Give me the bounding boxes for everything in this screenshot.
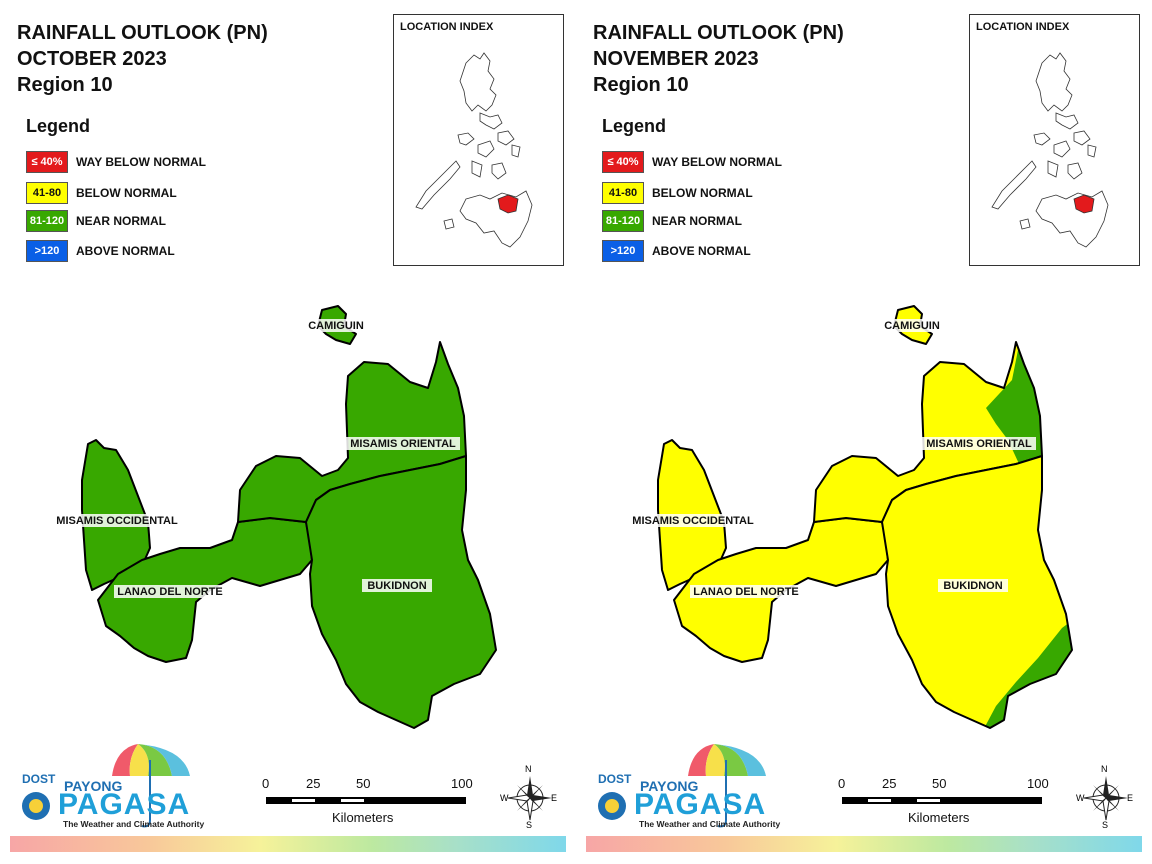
compass-n: N	[1101, 764, 1108, 774]
legend-label: BELOW NORMAL	[76, 186, 177, 200]
legend-title: Legend	[26, 116, 91, 136]
compass-icon	[507, 776, 552, 821]
location-index: LOCATION INDEX	[393, 14, 564, 266]
title-line-3: Region 10	[593, 74, 689, 96]
legend-swatch: ≤ 40%	[26, 151, 68, 173]
map-title: RAINFALL OUTLOOK (PN) NOVEMBER 2023 Regi…	[593, 20, 844, 98]
logo-tagline: The Weather and Climate Authority	[639, 819, 781, 829]
compass-e: E	[1127, 793, 1134, 803]
logo-dost: DOST	[598, 772, 632, 786]
bottom-color-band	[586, 836, 1142, 852]
logo-payong: PAYONG	[640, 778, 699, 794]
scale-bar: 0 25 50 100 Kilometers	[838, 776, 1058, 830]
location-index: LOCATION INDEX	[969, 14, 1140, 266]
compass-s: S	[1102, 820, 1109, 830]
title-line-1: RAINFALL OUTLOOK (PN)	[17, 22, 268, 44]
label-bukidnon: BUKIDNON	[943, 580, 1002, 592]
legend-label: WAY BELOW NORMAL	[76, 155, 207, 169]
region-10-highlight	[497, 194, 519, 214]
legend-swatch: >120	[26, 240, 68, 262]
legend-swatch: >120	[602, 240, 644, 262]
scale-tick: 25	[882, 776, 897, 791]
title-line-3: Region 10	[17, 74, 113, 96]
logo-pagasa: PAGASA	[58, 788, 191, 821]
legend-label: ABOVE NORMAL	[76, 244, 175, 258]
compass-e: E	[551, 793, 558, 803]
label-misamis-oriental: MISAMIS ORIENTAL	[926, 438, 1032, 450]
label-misamis-occidental: MISAMIS OCCIDENTAL	[632, 515, 754, 527]
scale-tick: 100	[451, 776, 473, 791]
compass-icon	[1083, 776, 1128, 821]
label-misamis-occidental: MISAMIS OCCIDENTAL	[56, 515, 178, 527]
scale-tick: 50	[356, 776, 371, 791]
legend-label: WAY BELOW NORMAL	[652, 155, 783, 169]
legend-label: ABOVE NORMAL	[652, 244, 751, 258]
compass-w: W	[500, 793, 509, 803]
scale-tick: 25	[306, 776, 321, 791]
compass-n: N	[525, 764, 532, 774]
pagasa-logo: DOST PAYONG PAGASA The Weather and Clima…	[592, 738, 782, 834]
index-title: LOCATION INDEX	[976, 21, 1070, 33]
label-bukidnon: BUKIDNON	[367, 580, 426, 592]
scale-tick: 100	[1027, 776, 1049, 791]
legend-swatch: ≤ 40%	[602, 151, 644, 173]
compass-rose: N S E W	[497, 764, 559, 830]
panel-october: RAINFALL OUTLOOK (PN) OCTOBER 2023 Regio…	[10, 14, 566, 852]
scale-bar-graphic	[842, 797, 1042, 804]
scale-bar-graphic	[266, 797, 466, 804]
region-map: CAMIGUIN MISAMIS ORIENTAL MISAMIS OCCIDE…	[628, 305, 1073, 729]
title-line-2: OCTOBER 2023	[17, 48, 167, 70]
region-map: CAMIGUIN MISAMIS ORIENTAL MISAMIS OCCIDE…	[52, 305, 497, 729]
province-bukidnon	[881, 455, 1073, 729]
logo-payong: PAYONG	[64, 778, 123, 794]
scale-unit: Kilometers	[332, 810, 394, 825]
scale-unit: Kilometers	[908, 810, 970, 825]
logo-dost: DOST	[22, 772, 56, 786]
scale-tick: 0	[838, 776, 846, 791]
scale-tick: 0	[262, 776, 270, 791]
title-line-1: RAINFALL OUTLOOK (PN)	[593, 22, 844, 44]
title-line-2: NOVEMBER 2023	[593, 48, 759, 70]
label-camiguin: CAMIGUIN	[884, 320, 940, 332]
legend-label: BELOW NORMAL	[652, 186, 753, 200]
scale-tick: 50	[932, 776, 947, 791]
logo-pagasa: PAGASA	[634, 788, 767, 821]
map-title: RAINFALL OUTLOOK (PN) OCTOBER 2023 Regio…	[17, 20, 268, 98]
index-title: LOCATION INDEX	[400, 21, 494, 33]
logo-tagline: The Weather and Climate Authority	[63, 819, 205, 829]
legend-swatch: 81-120	[26, 210, 68, 232]
pagasa-logo: DOST PAYONG PAGASA The Weather and Clima…	[16, 738, 206, 834]
legend-swatch: 41-80	[602, 182, 644, 204]
label-camiguin: CAMIGUIN	[308, 320, 364, 332]
legend-label: NEAR NORMAL	[652, 214, 742, 228]
philippines-index-map	[991, 52, 1109, 248]
legend-swatch: 41-80	[26, 182, 68, 204]
region-10-highlight	[1073, 194, 1095, 214]
compass-w: W	[1076, 793, 1085, 803]
bottom-color-band	[10, 836, 566, 852]
panel-november: RAINFALL OUTLOOK (PN) NOVEMBER 2023 Regi…	[576, 0, 1152, 864]
legend-title: Legend	[602, 116, 667, 136]
compass-rose: N S E W	[1073, 764, 1135, 830]
umbrella-icon	[598, 740, 782, 828]
label-lanao-del-norte: LANAO DEL NORTE	[117, 586, 223, 598]
philippines-index-map	[415, 52, 533, 248]
label-misamis-oriental: MISAMIS ORIENTAL	[350, 438, 456, 450]
legend-label: NEAR NORMAL	[76, 214, 166, 228]
label-lanao-del-norte: LANAO DEL NORTE	[693, 586, 799, 598]
umbrella-icon	[22, 740, 206, 828]
scale-bar: 0 25 50 100 Kilometers	[262, 776, 482, 830]
legend-swatch: 81-120	[602, 210, 644, 232]
compass-s: S	[526, 820, 533, 830]
